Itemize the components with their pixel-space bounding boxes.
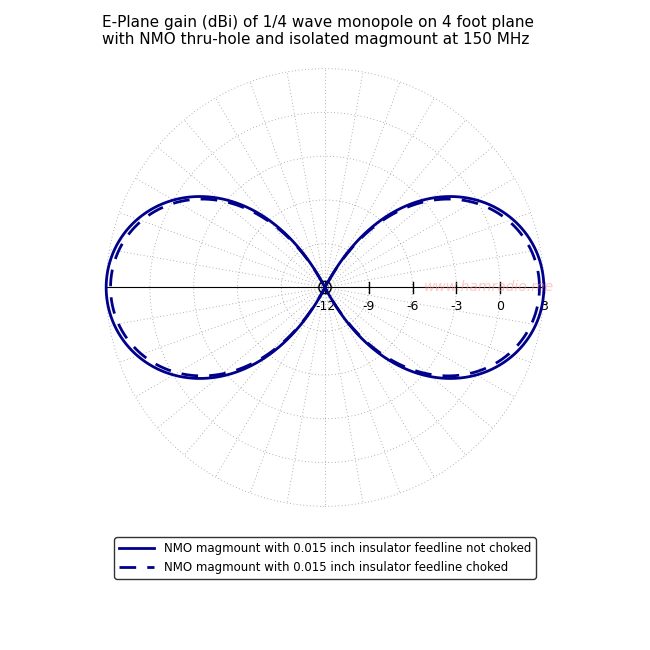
Text: 3: 3 xyxy=(540,300,548,313)
Legend: NMO magmount with 0.015 inch insulator feedline not choked, NMO magmount with 0.: NMO magmount with 0.015 inch insulator f… xyxy=(114,538,536,578)
Text: -6: -6 xyxy=(406,300,419,313)
Text: 0: 0 xyxy=(496,300,504,313)
Text: -9: -9 xyxy=(363,300,375,313)
Text: -3: -3 xyxy=(450,300,463,313)
Text: -12: -12 xyxy=(315,300,335,313)
Text: www.hamradio.me: www.hamradio.me xyxy=(424,281,554,294)
Text: E-Plane gain (dBi) of 1/4 wave monopole on 4 foot plane
with NMO thru-hole and i: E-Plane gain (dBi) of 1/4 wave monopole … xyxy=(102,15,534,47)
